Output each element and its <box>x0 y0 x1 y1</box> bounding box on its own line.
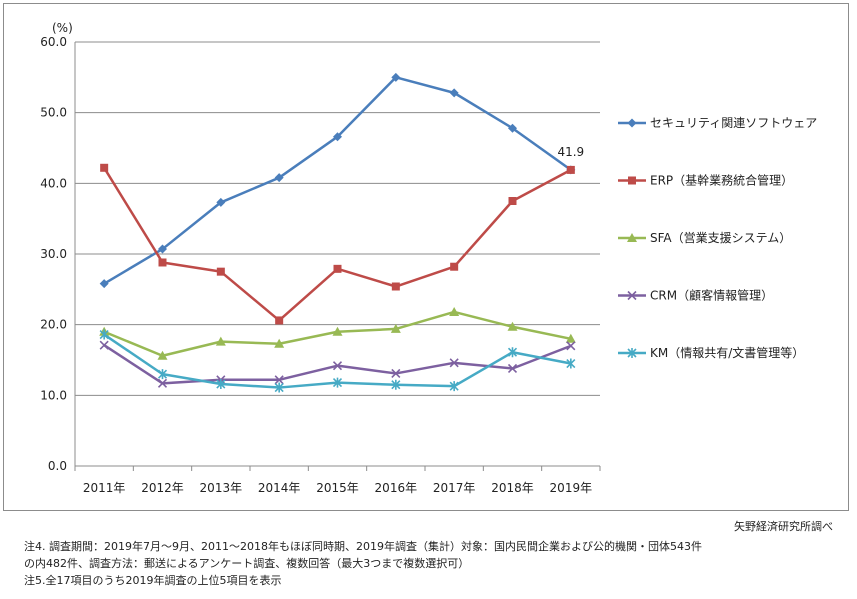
data-point <box>333 132 342 142</box>
y-unit-label: (%) <box>52 21 73 35</box>
legend-marker <box>628 176 636 185</box>
x-tick-label: 2017年 <box>433 481 476 495</box>
data-point <box>391 282 400 291</box>
data-point <box>99 279 109 289</box>
x-tick-label: 2019年 <box>550 481 593 495</box>
data-point <box>332 377 343 388</box>
y-tick-label: 10.0 <box>40 388 67 402</box>
footnote-line: の内482件、調査方法：郵送によるアンケート調査、複数回答（最大3つまで複数選択… <box>24 557 470 570</box>
y-tick-label: 30.0 <box>40 247 67 261</box>
footnotes: 注4. 調査期間：2019年7月～9月、2011～2018年もほぼ同時期、201… <box>24 538 702 589</box>
data-point <box>449 88 459 98</box>
data-point <box>566 341 576 351</box>
x-tick-label: 2011年 <box>83 481 126 495</box>
data-point <box>99 340 109 350</box>
legend-label: KM（情報共有/文書管理等） <box>650 345 804 360</box>
legend-marker <box>627 348 637 358</box>
data-point <box>100 163 109 172</box>
x-tick-label: 2016年 <box>375 481 418 495</box>
series-line <box>103 167 572 322</box>
legend-entry: KM（情報共有/文書管理等） <box>618 345 804 360</box>
legend-marker <box>627 233 637 242</box>
series-5 <box>99 329 576 393</box>
legend-label: セキュリティ関連ソフトウェア <box>650 116 817 130</box>
data-point <box>274 375 284 385</box>
chart-frame <box>3 3 849 511</box>
data-point <box>216 197 226 207</box>
data-point <box>391 72 401 82</box>
data-point <box>99 329 109 340</box>
x-tick-label: 2014年 <box>258 481 301 495</box>
y-tick-label: 20.0 <box>40 318 67 332</box>
data-point <box>274 382 284 393</box>
y-tick-label: 50.0 <box>40 106 67 120</box>
series-line <box>103 344 572 385</box>
data-point <box>274 173 284 183</box>
data-label: 41.9 <box>557 145 584 159</box>
legend-label: ERP（基幹業務統合管理） <box>650 173 793 188</box>
data-point <box>215 336 226 346</box>
data-point <box>158 258 167 267</box>
data-point <box>275 316 284 325</box>
legend-marker <box>627 118 637 128</box>
y-tick-label: 0.0 <box>48 459 67 473</box>
x-tick-label: 2015年 <box>316 481 359 495</box>
data-point <box>508 123 517 133</box>
data-point <box>449 381 459 392</box>
data-point <box>449 358 459 368</box>
data-point <box>216 267 225 276</box>
data-point <box>507 321 518 331</box>
legend-label: SFA（営業支援システム） <box>650 231 791 245</box>
data-point <box>449 306 460 316</box>
data-point <box>566 165 575 174</box>
data-point <box>565 333 576 343</box>
data-point <box>157 378 168 388</box>
series-line <box>103 76 572 285</box>
data-point <box>274 338 285 348</box>
data-point <box>391 368 401 378</box>
source-note: 矢野経済研究所調べ <box>734 520 833 533</box>
data-point <box>507 363 518 374</box>
legend-entry: セキュリティ関連ソフトウェア <box>618 116 817 130</box>
data-point <box>157 350 168 360</box>
data-point <box>158 244 167 254</box>
footnote-line: 注4. 調査期間：2019年7月～9月、2011～2018年もほぼ同時期、201… <box>24 540 702 553</box>
series-1 <box>99 72 576 289</box>
data-point <box>216 379 226 390</box>
legend-entry: CRM（顧客情報管理） <box>618 288 773 303</box>
legend-label: CRM（顧客情報管理） <box>650 288 773 303</box>
data-point <box>390 323 401 333</box>
legend-entry: ERP（基幹業務統合管理） <box>618 173 793 188</box>
legend-marker <box>627 290 637 301</box>
x-tick-label: 2012年 <box>141 481 184 495</box>
data-point <box>332 326 343 336</box>
data-point <box>507 347 518 358</box>
y-tick-label: 60.0 <box>40 35 67 49</box>
data-point <box>157 369 168 380</box>
series-3 <box>99 306 576 360</box>
data-point <box>508 197 517 205</box>
x-tick-label: 2013年 <box>200 481 243 495</box>
data-point <box>566 358 576 369</box>
footnote-line: 注5.全17項目のうち2019年調査の上位5項目を表示 <box>24 574 282 587</box>
series-4 <box>99 340 576 388</box>
y-tick-label: 40.0 <box>40 176 67 190</box>
data-point <box>333 264 342 273</box>
legend-entry: SFA（営業支援システム） <box>618 231 791 245</box>
data-point <box>332 361 343 371</box>
data-point <box>450 262 459 271</box>
series-2 <box>100 163 575 325</box>
data-point <box>391 379 401 390</box>
x-tick-label: 2018年 <box>491 481 534 495</box>
